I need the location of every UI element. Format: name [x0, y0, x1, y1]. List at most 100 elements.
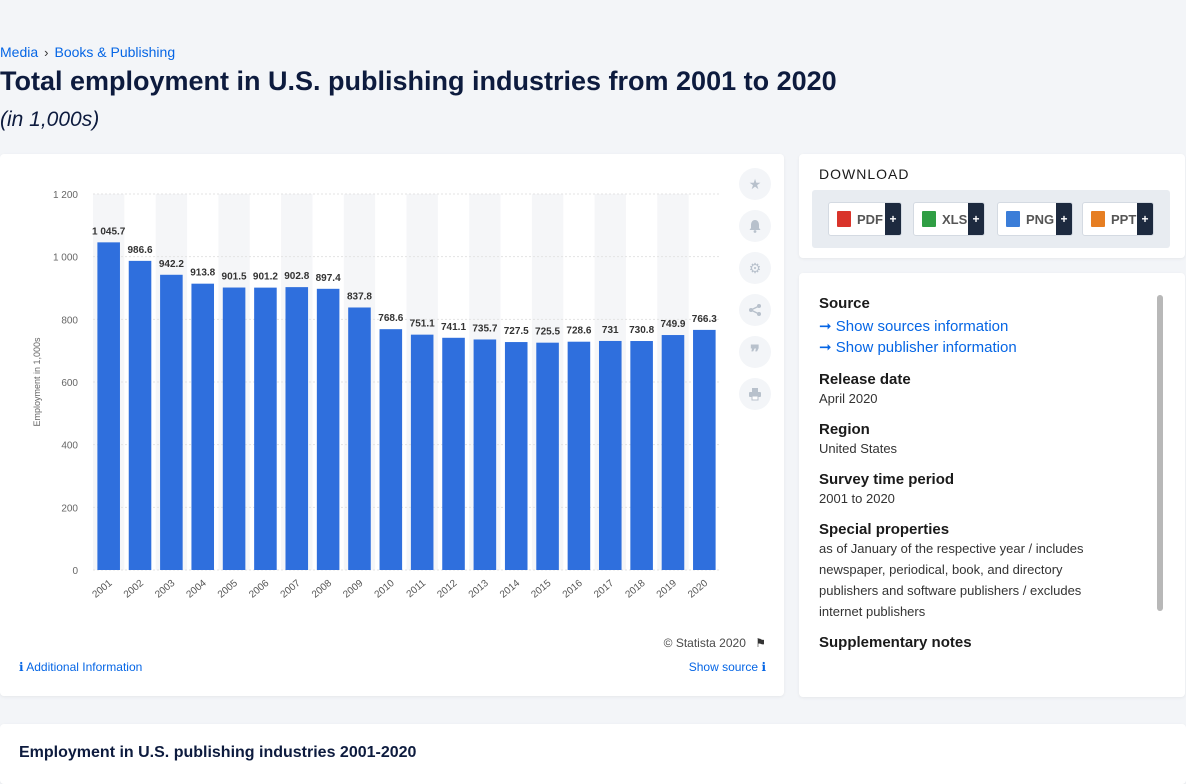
info-icon: ℹ	[19, 660, 24, 674]
data-label: 897.4	[316, 273, 341, 284]
bar	[254, 287, 277, 570]
bar-chart: 0 200 400 600 800 1 000 1 200 1 045.7 2001 986.6 2…	[32, 190, 720, 601]
x-tick-label: 2013	[467, 578, 491, 601]
bar	[473, 339, 497, 570]
data-label: 741.1	[441, 322, 466, 333]
x-tick-label: 2007	[279, 578, 303, 601]
x-tick-label: 2019	[655, 578, 679, 601]
region-label: Region	[819, 421, 870, 438]
cite-button[interactable]: ❞	[739, 336, 771, 368]
page-subtitle: (in 1,000s)	[0, 108, 100, 131]
bar	[128, 260, 152, 570]
bar	[410, 334, 434, 570]
download-ppt-button[interactable]: PPT +	[1082, 202, 1154, 236]
breadcrumb-item-media[interactable]: Media	[0, 44, 39, 60]
ppt-file-icon	[1091, 211, 1105, 227]
x-tick-label: 2008	[310, 578, 334, 601]
data-label: 768.6	[378, 313, 403, 324]
download-xls-button[interactable]: XLS +	[913, 202, 985, 236]
special-properties-label: Special properties	[819, 521, 950, 538]
download-buttons: PDF + XLS + PNG + PPT +	[812, 190, 1170, 248]
show-publisher-link[interactable]: ➞ Show publisher information	[819, 338, 1139, 356]
page-title: Total employment in U.S. publishing indu…	[0, 66, 837, 96]
share-button[interactable]	[739, 294, 771, 326]
star-icon: ★	[748, 175, 762, 192]
release-date-value: April 2020	[819, 391, 878, 406]
data-label: 766.3	[692, 314, 717, 325]
download-pdf-label: PDF	[857, 211, 883, 227]
bar	[285, 287, 309, 570]
additional-info-link[interactable]: ℹ Additional Information	[19, 660, 142, 674]
plus-icon: +	[1137, 203, 1153, 235]
data-label: 731	[602, 325, 619, 336]
y-tick-label: 1 200	[53, 190, 78, 201]
share-icon	[749, 304, 761, 316]
show-source-link[interactable]: Show source ℹ	[689, 660, 766, 674]
bar	[316, 288, 340, 570]
data-label: 901.5	[222, 272, 247, 283]
quote-icon: ❞	[750, 341, 760, 362]
x-tick-label: 2001	[90, 578, 114, 601]
bar	[504, 342, 528, 570]
bar	[567, 341, 591, 570]
y-tick-label: 200	[61, 503, 78, 514]
info-scrollbar[interactable]	[1157, 295, 1163, 611]
y-axis-title: Employment in 1,000s	[32, 337, 42, 427]
x-tick-label: 2009	[341, 578, 365, 601]
x-tick-label: 2016	[561, 578, 585, 601]
x-tick-label: 2014	[498, 578, 522, 601]
supplementary-notes-label: Supplementary notes	[819, 634, 972, 651]
bar	[160, 274, 183, 570]
bar	[536, 342, 559, 570]
bar	[661, 335, 685, 570]
x-tick-label: 2020	[686, 578, 710, 601]
region-value: United States	[819, 441, 898, 456]
chart-copyright[interactable]: © Statista 2020 ⚑	[664, 636, 766, 650]
bar	[191, 283, 215, 570]
bar	[379, 329, 403, 570]
download-heading: DOWNLOAD	[819, 166, 910, 182]
breadcrumb-separator: ›	[44, 44, 49, 60]
x-tick-label: 2003	[153, 578, 177, 601]
flag-icon: ⚑	[755, 636, 766, 650]
arrow-right-icon: ➞	[819, 339, 832, 356]
data-label: 727.5	[504, 326, 529, 337]
data-label: 913.8	[190, 268, 215, 279]
gear-icon: ⚙	[748, 259, 762, 276]
show-source-label: Show source	[688, 660, 759, 674]
info-icon: ℹ	[761, 660, 766, 674]
settings-button[interactable]: ⚙	[739, 252, 771, 284]
y-tick-label: 600	[61, 378, 78, 389]
breadcrumb-item-books[interactable]: Books & Publishing	[54, 44, 176, 60]
top-bar	[0, 0, 1186, 36]
bar	[348, 307, 371, 570]
show-sources-link[interactable]: ➞ Show sources information	[819, 317, 1139, 335]
bar	[442, 337, 465, 570]
data-label: 1 045.7	[92, 226, 126, 237]
y-tick-label: 400	[61, 441, 78, 452]
arrow-right-icon: ➞	[819, 318, 832, 335]
print-button[interactable]	[739, 378, 771, 410]
data-label: 986.6	[128, 245, 153, 256]
notification-button[interactable]	[739, 210, 771, 242]
plus-icon: +	[1056, 203, 1072, 235]
x-tick-label: 2005	[216, 578, 240, 601]
survey-period-value: 2001 to 2020	[819, 491, 895, 506]
favorite-button[interactable]: ★	[739, 168, 771, 200]
survey-period-label: Survey time period	[819, 471, 955, 488]
y-tick-label: 0	[72, 566, 78, 577]
print-icon	[749, 388, 761, 401]
additional-info-label: Additional Information	[26, 660, 143, 674]
y-tick-label: 800	[61, 315, 78, 326]
x-tick-label: 2010	[373, 578, 397, 601]
scrollbar-thumb[interactable]	[1157, 295, 1163, 611]
download-png-button[interactable]: PNG +	[997, 202, 1073, 236]
y-tick-label: 1 000	[53, 253, 78, 264]
xls-file-icon	[922, 211, 936, 227]
data-label: 749.9	[660, 319, 685, 330]
download-pdf-button[interactable]: PDF +	[828, 202, 902, 236]
related-section: Employment in U.S. publishing industries…	[0, 724, 1186, 784]
release-date-label: Release date	[819, 371, 911, 388]
x-tick-label: 2004	[185, 578, 209, 601]
bar	[598, 340, 622, 570]
